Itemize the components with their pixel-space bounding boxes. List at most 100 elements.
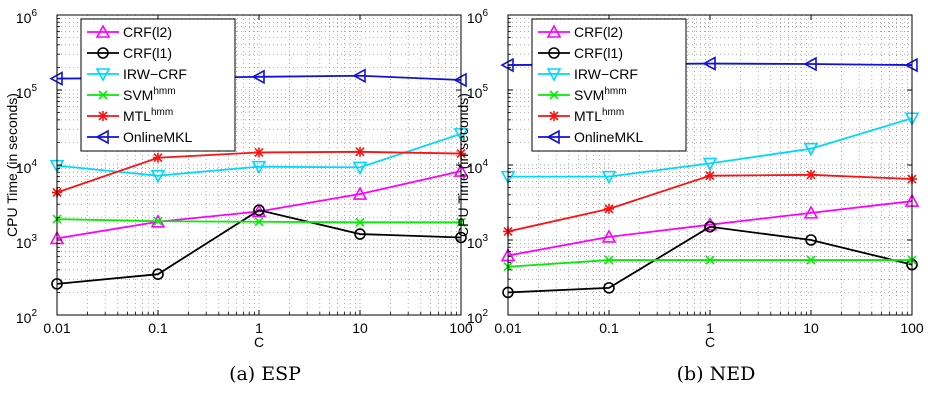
y-tick-label: 103 [16,233,38,251]
legend-item: OnlineMKL [87,129,192,145]
legend-item: CRF(l1) [87,45,172,61]
legend-marker [546,129,560,145]
data-point [352,161,368,176]
legend-label: SVMhmm [123,86,176,103]
data-point [254,147,264,158]
series-line [56,133,462,177]
data-point [355,217,365,227]
legend-item: SVMhmm [87,86,176,103]
grid [508,15,912,315]
data-point [805,234,817,246]
y-tick-label: 102 [16,308,38,326]
legend-item: CRF(l2) [87,24,172,40]
data-point [352,68,366,84]
legend-marker [546,24,562,38]
legend-item: IRW−CRF [538,66,638,82]
legend-marker [98,111,108,121]
y-tick-label: 106 [16,8,38,26]
data-point [153,152,163,163]
data-point [253,204,265,216]
x-axis-label: C [705,334,715,350]
data-point [604,203,614,214]
legend-item: CRF(l1) [538,45,623,61]
legend-label: CRF(l1) [123,45,172,61]
x-tick-label: 0.1 [599,320,619,336]
x-tick-label: 0.1 [148,320,168,336]
y-axis-label: CPU Time (in seconds) [455,93,471,237]
grid [57,15,461,315]
chart-panel-1: 0.01 0.1 1 10 100 102 103 104 105 106 C CPU Time (i… [4,8,473,385]
data-point [705,170,715,181]
y-tick-label: 105 [16,83,38,101]
legend-label: OnlineMKL [574,129,643,145]
data-point [604,255,614,265]
series-irw-crf [49,128,469,184]
chart-panel-2: 0.01 0.1 1 10 100 102 103 104 105 106 C CPU Time (i… [455,8,924,385]
data-point [601,170,617,185]
legend-label: IRW−CRF [574,66,638,82]
legend-label: CRF(l2) [574,24,623,40]
legend-label: MTLhmm [123,107,173,124]
y-axis-label: CPU Time (in seconds) [4,93,20,237]
data-point [603,282,615,294]
x-axis-label: C [254,334,264,350]
legend: CRF(l2) CRF(l1) IRW−CRF SVMhmm MTLhmm OnlineM… [531,18,687,152]
data-point [251,69,265,85]
data-point [601,229,617,243]
y-tick-label: 105 [467,83,489,101]
data-point [704,220,716,233]
legend: CRF(l2) CRF(l1) IRW−CRF SVMhmm MTLhmm OnlineM… [80,18,236,152]
data-point [354,228,366,240]
data-point [806,255,816,265]
legend-label: SVMhmm [574,86,627,103]
y-tick-label: 103 [467,233,489,251]
x-tick-label: 0.01 [43,320,70,336]
legend-label: IRW−CRF [123,66,187,82]
legend-marker [95,129,109,145]
legend-marker [549,111,559,121]
data-point [152,268,164,280]
data-point [803,142,819,157]
x-tick-label: 10 [803,320,819,336]
legend-marker [549,90,559,100]
data-point [352,186,368,200]
legend-item: OnlineMKL [538,129,643,145]
legend-label: CRF(l2) [123,24,172,40]
series-line [507,225,913,294]
legend-item: MTLhmm [538,107,624,124]
legend-label: CRF(l1) [574,45,623,61]
data-point [803,56,817,72]
x-tick-label: 1 [706,320,714,336]
x-tick-label: 0.01 [494,320,521,336]
data-point [702,56,716,71]
legend-item: SVMhmm [538,86,627,103]
y-tick-label: 104 [467,158,489,176]
data-point [806,169,816,180]
data-point [702,217,718,231]
x-tick-label: 100 [449,320,473,336]
legend-label: OnlineMKL [123,129,192,145]
x-tick-label: 1 [255,320,263,336]
subfigure-caption: (a) ESP [229,363,301,385]
legend-box [531,18,687,152]
series-line [507,200,913,257]
y-tick-label: 102 [467,308,489,326]
series-line [56,209,462,285]
y-tick-label: 106 [467,8,489,26]
y-tick-label: 104 [16,158,38,176]
series-line [56,170,462,240]
series-line [508,117,913,178]
data-point [355,146,365,157]
data-point [153,216,163,226]
data-point [803,205,819,219]
data-point [254,217,264,227]
legend-marker [98,90,108,100]
legend-marker [95,68,111,82]
legend-marker [548,47,560,59]
legend-marker [546,68,562,82]
legend-label: MTLhmm [574,107,624,124]
legend-marker [97,47,109,59]
legend-marker [95,24,111,38]
